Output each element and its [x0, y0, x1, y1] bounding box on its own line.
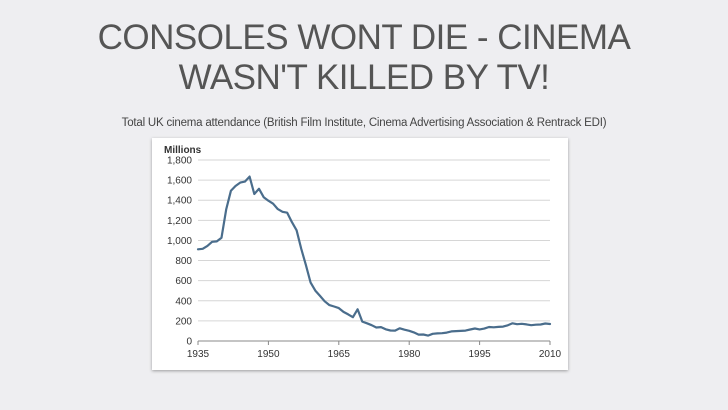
x-tick-label: 1950	[257, 349, 280, 360]
attendance-line-chart: Millions 1935 1950 1965 1980 1995 2010 1,8001…	[164, 145, 562, 360]
chart-axes	[197, 340, 551, 345]
y-axis-unit-label: Millions	[164, 145, 202, 156]
x-tick-label: 1965	[328, 349, 351, 360]
slide-title-line-2: WASN'T KILLED BY TV!	[178, 58, 550, 97]
slide-title: CONSOLES WONT DIE - CINEMA WASN'T KILLED…	[0, 18, 728, 98]
y-axis-tick-labels: 1,800 1,600 1,400 1,200 1,000 800 600 400 200 0	[167, 156, 192, 348]
x-tick-label: 1935	[187, 349, 210, 360]
y-tick-label: 1,000	[167, 236, 192, 247]
chart-panel: Millions 1935 1950 1965 1980 1995 2010 1,800 1…	[152, 138, 568, 370]
chart-gridlines	[198, 159, 550, 322]
x-axis-tick-labels: 1935 1950 1965 1980 1995 2010	[187, 349, 562, 360]
y-tick-label: 0	[186, 337, 192, 348]
y-tick-label: 800	[175, 256, 192, 267]
attendance-series-line	[196, 175, 552, 337]
y-tick-label: 200	[175, 316, 192, 327]
x-tick-label: 1980	[398, 349, 421, 360]
y-tick-label: 1,600	[167, 176, 192, 187]
chart-series	[196, 175, 552, 337]
y-tick-label: 600	[175, 276, 192, 287]
y-tick-label: 1,200	[167, 216, 192, 227]
y-tick-label: 400	[175, 296, 192, 307]
x-tick-label: 1995	[468, 349, 491, 360]
chart-caption: Total UK cinema attendance (British Film…	[121, 117, 607, 129]
y-tick-label: 1,400	[167, 196, 192, 207]
slide-title-line-1: CONSOLES WONT DIE - CINEMA	[97, 18, 631, 57]
y-tick-label: 1,800	[167, 156, 192, 167]
x-tick-label: 2010	[539, 349, 562, 360]
